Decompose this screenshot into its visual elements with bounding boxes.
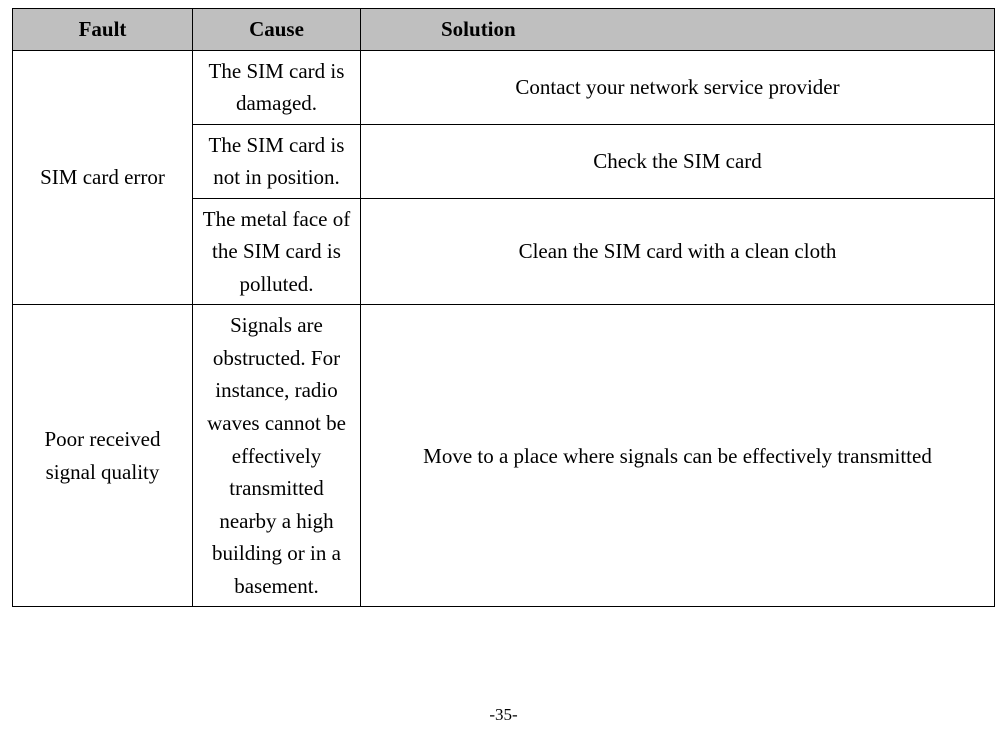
troubleshooting-table-container: Fault Cause Solution SIM card error The … bbox=[0, 0, 1007, 607]
header-cause: Cause bbox=[193, 9, 361, 51]
table-body: SIM card error The SIM card is damaged. … bbox=[13, 50, 995, 607]
cause-cell: The metal face of the SIM card is pollut… bbox=[193, 198, 361, 305]
solution-cell: Move to a place where signals can be eff… bbox=[361, 305, 995, 607]
cause-cell: The SIM card is damaged. bbox=[193, 50, 361, 124]
fault-cell: Poor received signal quality bbox=[13, 305, 193, 607]
solution-cell: Clean the SIM card with a clean cloth bbox=[361, 198, 995, 305]
cause-cell: Signals are obstructed. For instance, ra… bbox=[193, 305, 361, 607]
header-fault: Fault bbox=[13, 9, 193, 51]
solution-cell: Check the SIM card bbox=[361, 124, 995, 198]
troubleshooting-table: Fault Cause Solution SIM card error The … bbox=[12, 8, 995, 607]
table-header: Fault Cause Solution bbox=[13, 9, 995, 51]
table-row: Poor received signal quality Signals are… bbox=[13, 305, 995, 607]
solution-cell: Contact your network service provider bbox=[361, 50, 995, 124]
table-row: SIM card error The SIM card is damaged. … bbox=[13, 50, 995, 124]
header-row: Fault Cause Solution bbox=[13, 9, 995, 51]
cause-cell: The SIM card is not in position. bbox=[193, 124, 361, 198]
page-number: -35- bbox=[0, 705, 1007, 725]
header-solution: Solution bbox=[361, 9, 995, 51]
fault-cell: SIM card error bbox=[13, 50, 193, 305]
